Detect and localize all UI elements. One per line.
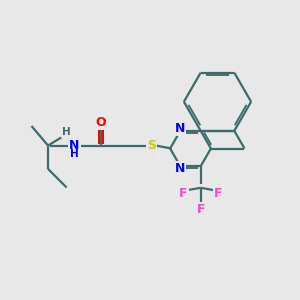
Text: O: O [95, 116, 106, 129]
Text: N: N [175, 122, 185, 135]
Text: F: F [214, 187, 222, 200]
Text: N: N [69, 139, 80, 152]
Text: N: N [175, 162, 185, 175]
Text: F: F [196, 203, 205, 216]
Text: S: S [147, 139, 156, 152]
Text: H: H [61, 127, 70, 137]
Text: F: F [179, 187, 188, 200]
Text: H: H [70, 149, 79, 160]
